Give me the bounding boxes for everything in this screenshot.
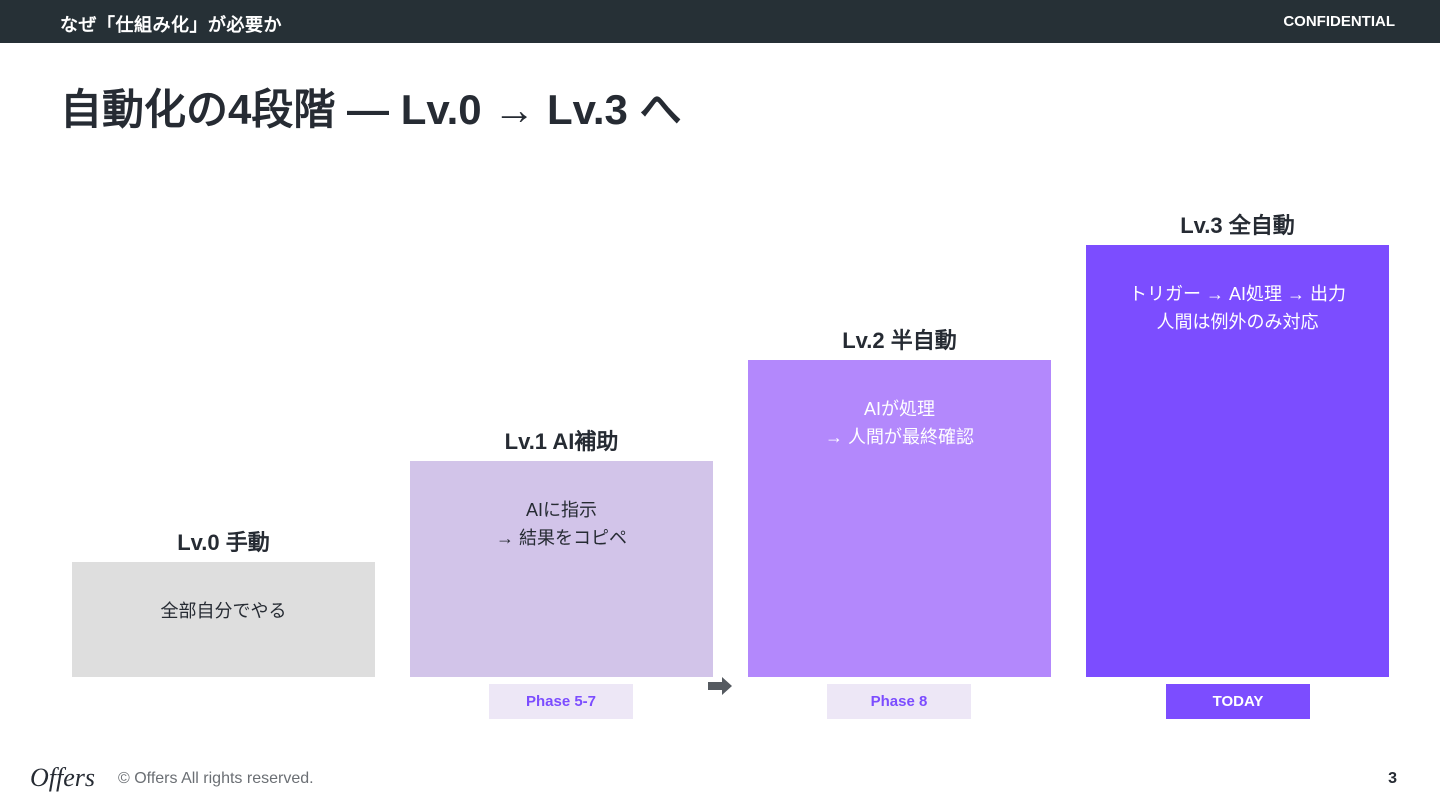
level-0-text-1: 全部自分でやる [160, 601, 287, 621]
level-3-text-2: 人間は例外のみ対応 [1156, 312, 1319, 332]
badge-today: TODAY [1166, 684, 1310, 719]
level-1-text-2: → 結果をコピペ [495, 528, 627, 548]
level-3-text-1: トリガー → AI処理 → 出力 [1128, 284, 1346, 304]
page-number: 3 [1388, 770, 1397, 787]
top-bar: なぜ「仕組み化」が必要か CONFIDENTIAL [0, 0, 1440, 43]
level-2-text-1: AIが処理 [863, 399, 935, 419]
badge-phase-5-7: Phase 5-7 [489, 684, 633, 719]
copyright-text: © Offers All rights reserved. [118, 770, 314, 787]
level-1-text-1: AIに指示 [525, 500, 597, 520]
badge-phase-8: Phase 8 [827, 684, 971, 719]
level-2-box: AIが処理 → 人間が最終確認 [748, 360, 1051, 677]
confidential-label: CONFIDENTIAL [1283, 13, 1395, 30]
level-1-label: Lv.1 AI補助 [504, 429, 619, 454]
section-title: なぜ「仕組み化」が必要か [60, 15, 282, 35]
level-3-label: Lv.3 全自動 [1180, 213, 1295, 238]
level-2-label: Lv.2 半自動 [842, 328, 957, 353]
level-0-box: 全部自分でやる [72, 562, 375, 677]
level-0-label: Lv.0 手動 [177, 530, 270, 555]
offers-logo: Offers [30, 763, 95, 792]
slide-title: 自動化の4段階 — Lv.0 → Lv.3 へ [60, 86, 682, 133]
level-2-text-2: → 人間が最終確認 [824, 427, 974, 447]
level-1-box: AIに指示 → 結果をコピペ [410, 461, 713, 677]
level-3-box: トリガー → AI処理 → 出力 人間は例外のみ対応 [1086, 245, 1389, 677]
right-arrow-icon [708, 677, 732, 695]
